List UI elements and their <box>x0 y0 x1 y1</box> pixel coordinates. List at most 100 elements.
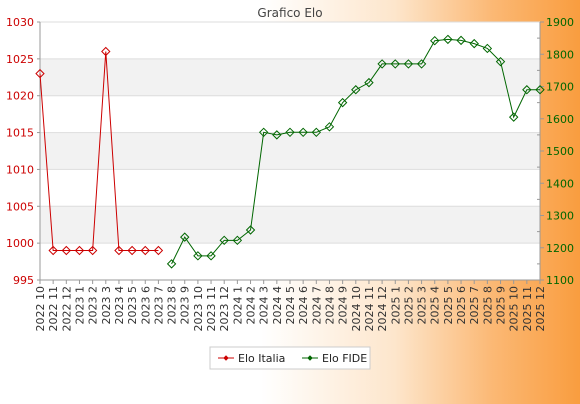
right-tick-label: 1500 <box>546 145 574 158</box>
elo-fide-point <box>232 235 243 246</box>
series-group <box>35 34 545 269</box>
x-tick-label: 2023 10 <box>192 286 205 332</box>
x-tick-label: 2024 8 <box>323 286 336 325</box>
x-tick-label: 2022 12 <box>60 286 73 332</box>
elo-fide-point <box>219 235 229 246</box>
x-tick-label: 2022 11 <box>47 286 60 332</box>
x-tick-label: 2025 10 <box>508 286 521 332</box>
elo-italia-point <box>127 245 137 256</box>
x-tick-label: 2023 12 <box>218 286 231 332</box>
left-tick-label: 1020 <box>6 90 34 103</box>
elo-fide-point <box>337 97 348 108</box>
right-axis-tick-labels: 1100 1200 1300 1400 1500 1600 1700 1800 1900 <box>537 16 574 287</box>
elo-fide-point <box>311 127 322 138</box>
right-tick-label: 1200 <box>546 242 574 255</box>
x-tick-label: 2023 5 <box>126 286 139 325</box>
x-tick-label: 2024 12 <box>376 286 389 332</box>
x-tick-label: 2025 8 <box>481 286 494 325</box>
x-tick-label: 2024 7 <box>310 286 323 325</box>
x-tick-label: 2025 6 <box>455 286 468 325</box>
elo-fide-point <box>180 232 190 242</box>
left-tick-label: 1030 <box>6 16 34 29</box>
x-tick-label: 2024 3 <box>258 286 271 325</box>
elo-italia-line <box>39 51 159 252</box>
elo-fide-point <box>324 122 335 132</box>
plot-band <box>40 206 540 244</box>
x-tick-label: 2023 6 <box>139 286 152 325</box>
elo-fide-point <box>443 34 453 45</box>
elo-italia-point <box>48 245 58 256</box>
elo-fide-point <box>469 38 479 49</box>
elo-fide-legend-label: Elo FIDE <box>322 352 367 365</box>
x-tick-label: 2025 1 <box>389 286 402 325</box>
x-tick-label: 2023 1 <box>73 286 86 325</box>
elo-fide-point <box>508 112 519 122</box>
elo-fide-point <box>495 56 506 67</box>
left-tick-label: 1005 <box>6 200 34 213</box>
elo-fide-point <box>430 35 440 46</box>
x-tick-label: 2023 8 <box>166 286 179 325</box>
elo-fide-point <box>245 225 256 235</box>
elo-italia-point <box>101 46 111 57</box>
elo-fide-point <box>377 59 387 69</box>
x-tick-label: 2023 3 <box>100 286 113 325</box>
x-tick-label: 2025 3 <box>416 286 429 325</box>
x-tick-label: 2024 5 <box>284 286 297 325</box>
legend: Elo Italia Elo FIDE <box>209 346 371 370</box>
legend-box <box>209 346 371 370</box>
x-tick-label: 2024 11 <box>363 286 376 332</box>
elo-fide-point <box>258 127 269 138</box>
elo-italia-point <box>74 245 85 256</box>
elo-italia-point <box>114 245 124 256</box>
right-tick-label: 1700 <box>546 81 574 94</box>
right-tick-label: 1600 <box>546 113 574 126</box>
x-tick-label: 2023 9 <box>179 286 192 325</box>
elo-italia-point <box>61 245 72 256</box>
elo-italia-legend-label: Elo Italia <box>238 352 285 365</box>
x-tick-label: 2023 2 <box>87 286 100 325</box>
x-tick-label: 2023 4 <box>113 286 126 325</box>
x-tick-label: 2025 2 <box>402 286 415 325</box>
right-tick-label: 1300 <box>546 210 574 223</box>
x-tick-label: 2024 9 <box>337 286 350 325</box>
elo-fide-point <box>206 251 216 261</box>
plot-band <box>40 132 540 170</box>
right-tick-label: 1400 <box>546 177 574 190</box>
left-axis-tick-labels: 995 1000 1005 1010 1015 1020 1025 1030 <box>6 16 40 287</box>
x-tick-label: 2025 5 <box>442 286 455 325</box>
x-tick-label: 2025 7 <box>468 286 481 325</box>
x-tick-label: 2025 12 <box>534 286 547 332</box>
plot-band <box>40 58 540 96</box>
plot-area <box>40 22 540 280</box>
right-tick-label: 1800 <box>546 48 574 61</box>
x-tick-label: 2023 7 <box>152 286 165 325</box>
elo-fide-point <box>364 77 374 88</box>
right-tick-label: 1900 <box>546 16 574 29</box>
elo-fide-point <box>285 127 295 138</box>
elo-fide-legend-marker <box>307 355 313 361</box>
left-tick-label: 995 <box>13 274 34 287</box>
elo-fide-point <box>456 35 466 46</box>
elo-italia-point <box>87 245 98 256</box>
elo-fide-point <box>351 85 361 95</box>
x-tick-label: 2024 2 <box>245 286 258 325</box>
x-tick-label: 2025 4 <box>429 286 442 325</box>
elo-fide-point <box>482 43 493 54</box>
chart-title: Grafico Elo <box>257 6 322 20</box>
elo-fide-point <box>535 85 545 95</box>
x-tick-label: 2023 11 <box>205 286 218 332</box>
elo-fide-point <box>298 127 308 138</box>
right-tick-label: 1100 <box>546 274 574 287</box>
left-tick-label: 1025 <box>6 53 34 66</box>
x-tick-label: 2025 11 <box>521 286 534 332</box>
elo-fide-point <box>272 130 282 140</box>
elo-fide-point <box>193 251 203 261</box>
elo-fide-point <box>522 85 532 95</box>
left-tick-label: 1000 <box>6 237 34 250</box>
x-tick-label: 2024 4 <box>271 286 284 325</box>
left-tick-label: 1015 <box>6 127 34 140</box>
elo-fide-point <box>390 59 400 69</box>
elo-italia-point <box>153 245 164 256</box>
